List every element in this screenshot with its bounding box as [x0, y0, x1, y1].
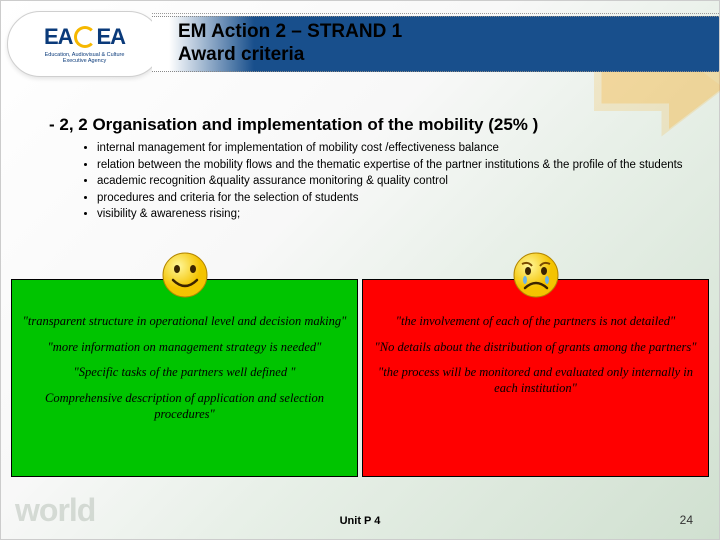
list-item: relation between the mobility flows and … [97, 158, 689, 174]
positive-quotes-box: "transparent structure in operational le… [11, 279, 358, 477]
title-line2: Award criteria [178, 44, 304, 65]
quote-text: "No details about the distribution of gr… [373, 340, 698, 356]
logo-subtitle: Education, Audiovisual & CultureExecutiv… [45, 52, 125, 64]
slide: world EAEA Education, Audiovisual & Cult… [0, 0, 720, 540]
title-text: EM Action 2 – STRAND 1 Award criteria [178, 21, 402, 67]
quote-boxes: "transparent structure in operational le… [11, 279, 709, 477]
quote-text: "Specific tasks of the partners well def… [22, 365, 347, 381]
list-item: academic recognition &quality assurance … [97, 174, 689, 190]
background-word: world [15, 492, 95, 529]
negative-quotes-box: "the involvement of each of the partners… [362, 279, 709, 477]
page-number: 24 [680, 513, 693, 527]
quote-text: Comprehensive description of application… [22, 391, 347, 422]
title-line1: EM Action 2 – STRAND 1 [178, 21, 402, 42]
section-heading: - 2, 2 Organisation and implementation o… [49, 115, 538, 135]
footer-unit: Unit P 4 [340, 515, 381, 527]
list-item: internal management for implementation o… [97, 141, 689, 157]
quote-text: "the process will be monitored and evalu… [373, 365, 698, 396]
quote-text: "transparent structure in operational le… [22, 314, 347, 330]
quote-text: "the involvement of each of the partners… [373, 314, 698, 330]
logo: EAEA Education, Audiovisual & CultureExe… [7, 11, 162, 77]
quote-text: "more information on management strategy… [22, 340, 347, 356]
smiley-icon [160, 250, 210, 300]
header: EAEA Education, Audiovisual & CultureExe… [1, 13, 719, 75]
sad-face-icon [511, 250, 561, 300]
logo-circle-icon [74, 26, 96, 48]
bullet-list: internal management for implementation o… [97, 141, 689, 224]
logo-main: EAEA [44, 24, 125, 50]
list-item: procedures and criteria for the selectio… [97, 191, 689, 207]
list-item: visibility & awareness rising; [97, 207, 689, 223]
title-banner: EM Action 2 – STRAND 1 Award criteria [152, 16, 719, 72]
